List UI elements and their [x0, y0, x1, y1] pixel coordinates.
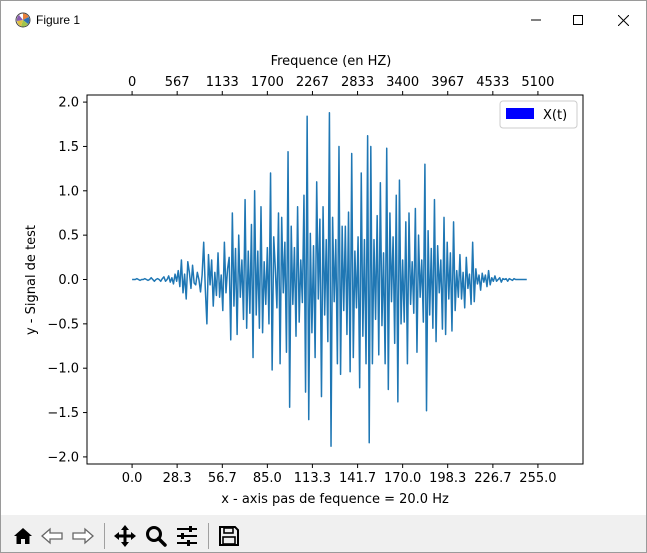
x-tick-label: 56.7 — [208, 471, 237, 486]
x-tick-label: 255.0 — [519, 471, 556, 486]
top-axis-label: Frequence (en HZ) — [271, 54, 392, 69]
configure-subplots-button[interactable] — [173, 522, 201, 550]
back-arrow-icon — [41, 527, 63, 545]
y-axis-label: y - Signal de test — [24, 225, 39, 335]
y-tick-label: −1.5 — [47, 406, 79, 421]
y-tick-label: 1.5 — [58, 140, 79, 155]
y-tick-label: −2.0 — [47, 450, 79, 465]
top-x-tick-label: 3967 — [431, 75, 464, 90]
matplotlib-logo-icon — [15, 12, 31, 28]
move-arrows-icon — [114, 525, 136, 547]
x-tick-label: 0.0 — [122, 471, 143, 486]
top-x-tick-label: 3400 — [386, 75, 419, 90]
navigation-toolbar — [1, 515, 646, 552]
y-tick-label: 0.5 — [58, 229, 79, 244]
chart: Frequence (en HZ) 0.0 28.3 56.7 85.0 113.3 14… — [1, 39, 646, 515]
minimize-button[interactable] — [513, 1, 559, 39]
top-x-tick-label: 567 — [165, 75, 190, 90]
legend: X(t) — [499, 100, 578, 129]
sliders-icon — [177, 526, 197, 546]
x-tick-label: 226.7 — [474, 471, 511, 486]
forward-button[interactable] — [69, 522, 97, 550]
top-x-tick-label: 2833 — [341, 75, 374, 90]
minimize-icon — [531, 19, 541, 21]
home-icon — [14, 528, 32, 544]
home-button[interactable] — [9, 522, 37, 550]
zoom-button[interactable] — [142, 522, 170, 550]
forward-arrow-icon — [72, 527, 94, 545]
legend-swatch — [506, 108, 534, 119]
y-tick-label: 1.0 — [58, 184, 79, 199]
window-title: Figure 1 — [36, 13, 81, 27]
magnifier-icon — [146, 526, 167, 547]
floppy-disk-icon — [219, 526, 239, 546]
top-x-tick-label: 0 — [128, 75, 136, 90]
series-line-0 — [132, 111, 527, 448]
top-x-tick-label: 2267 — [296, 75, 329, 90]
y-tick-label: −0.5 — [47, 317, 79, 332]
x-tick-label: 113.3 — [294, 471, 331, 486]
close-button[interactable] — [600, 1, 646, 39]
x-axis-label: x - axis pas de fequence = 20.0 Hz — [221, 492, 449, 507]
legend-label: X(t) — [543, 108, 567, 123]
y-tick-label: 0.0 — [58, 273, 79, 288]
y-tick-label: −1.0 — [47, 362, 79, 377]
close-icon — [617, 14, 629, 26]
x-tick-label: 170.0 — [384, 471, 421, 486]
x-tick-label: 28.3 — [163, 471, 192, 486]
figure-canvas[interactable]: Frequence (en HZ) 0.0 28.3 56.7 85.0 113.3 14… — [1, 39, 646, 515]
top-x-tick-label: 4533 — [476, 75, 509, 90]
maximize-button[interactable] — [555, 1, 601, 39]
title-bar[interactable]: Figure 1 — [1, 1, 646, 39]
toolbar-separator — [208, 523, 209, 549]
back-button[interactable] — [38, 522, 66, 550]
x-tick-label: 85.0 — [253, 471, 282, 486]
toolbar-separator — [104, 523, 105, 549]
x-tick-label: 141.7 — [339, 471, 376, 486]
top-x-tick-label: 1133 — [206, 75, 239, 90]
legend-box — [499, 100, 578, 129]
pan-button[interactable] — [111, 522, 139, 550]
y-tick-label: 2.0 — [58, 96, 79, 111]
axes-frame — [86, 94, 584, 465]
maximize-icon — [573, 15, 583, 25]
x-tick-label: 198.3 — [429, 471, 466, 486]
top-x-tick-label: 1700 — [251, 75, 284, 90]
top-x-tick-label: 5100 — [521, 75, 554, 90]
save-button[interactable] — [215, 522, 243, 550]
